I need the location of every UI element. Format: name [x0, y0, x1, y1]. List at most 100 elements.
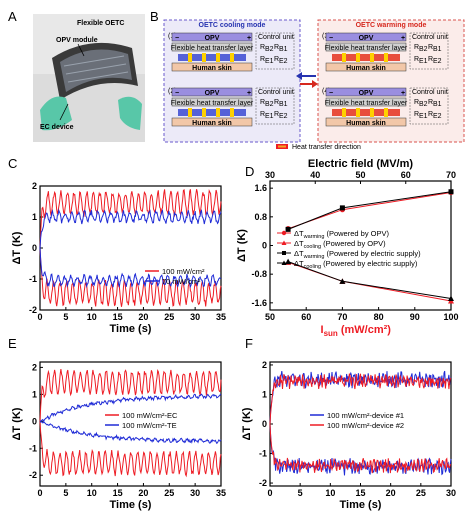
y-tick-label: 0: [32, 416, 37, 426]
skin-label: Human skin: [346, 65, 386, 72]
top-tick-label: 50: [355, 170, 365, 180]
heat-direction-legend: Heat transfer direction: [292, 144, 361, 151]
opv-label: OPV: [359, 35, 374, 42]
series-line-1: [39, 368, 222, 422]
y-tick-label: -1: [29, 443, 37, 453]
chart-d: 50 60 70 80 90 100 -1.6 -0.8 0 0.8 1.6 30 40 50 60 70 El…: [236, 158, 459, 338]
resistor-sub: B2: [265, 101, 274, 108]
legend-sub: cooling: [304, 264, 321, 270]
ec-element: [216, 53, 220, 62]
x-axis-label: Time (s): [340, 499, 382, 511]
x-tick-label: 70: [337, 312, 347, 322]
photo-title: Flexible OETC: [77, 20, 124, 27]
cooling-mode-title: OETC cooling mode: [199, 22, 266, 29]
ec-element: [370, 53, 374, 62]
panel-label-c: C: [8, 156, 17, 171]
plus-sign: +: [401, 90, 405, 97]
legend-marker: [281, 240, 287, 245]
heat-layer-bar: [325, 97, 407, 107]
ec-element: [370, 108, 374, 117]
chart-f: 0 5 10 15 20 25 30 -2 -1 0 1 2 Time (s) ΔT (K) 100 mW/…: [241, 360, 456, 511]
data-point: [339, 278, 346, 284]
ec-stack: [332, 109, 400, 116]
x-tick-label: 10: [325, 488, 335, 498]
series-line-3: [269, 373, 452, 425]
panel-label-e: E: [8, 336, 17, 351]
ec-element: [230, 53, 234, 62]
ec-element: [384, 108, 388, 117]
x-tick-label: 5: [63, 488, 68, 498]
series-line-4: [269, 423, 452, 474]
opv-label: OPV: [205, 35, 220, 42]
y-axis-label: ΔT (K): [11, 407, 23, 440]
heat-layer-bar: [171, 97, 253, 107]
resistor-sub: E1: [419, 113, 428, 120]
x-tick-label: 25: [416, 488, 426, 498]
control-unit-label: Control unit: [258, 89, 294, 96]
x-tick-label: 25: [164, 488, 174, 498]
opv-bar: [325, 32, 407, 42]
control-unit-label: Control unit: [258, 34, 294, 41]
control-unit-box: [409, 32, 449, 70]
ec-element: [356, 53, 360, 62]
resistor-sub: B1: [433, 46, 442, 53]
series-line-4: [39, 247, 222, 289]
x-tick-label: 90: [410, 312, 420, 322]
top-tick-label: 60: [401, 170, 411, 180]
x-tick-label: 20: [138, 488, 148, 498]
chart-c: 0 5 10 15 20 25 30 35 -2 -1 0 1 2 Time (s) ΔT (K) 100 m…: [11, 181, 226, 335]
heat-layer-label: Flexible heat transfer layer: [171, 100, 254, 107]
resistor-sub: B2: [419, 46, 428, 53]
y-tick-label: 1: [32, 212, 37, 222]
panel-label-b: B: [150, 9, 159, 24]
y-tick-label: 0: [262, 241, 267, 251]
legend-marker: [282, 251, 286, 255]
resistor-sub: E2: [433, 113, 442, 120]
data-point: [448, 295, 454, 302]
legend-label: 100 mW/cm²-device #2: [327, 421, 404, 430]
y-axis-label: ΔT (K): [241, 407, 253, 440]
x-tick-label: 5: [63, 312, 68, 322]
series-line-3: [39, 393, 222, 423]
x-tick-label: 15: [355, 488, 365, 498]
x-tick-label: 50: [265, 312, 275, 322]
x-tick-label: 10: [87, 488, 97, 498]
opv-label: OPV: [205, 90, 220, 97]
resistor-sub: E2: [433, 58, 442, 65]
photo-opv-pointer: [77, 43, 85, 57]
panel-label-d: D: [245, 164, 254, 179]
legend-suffix: (Powered by OPV): [324, 229, 389, 238]
top-tick-label: 40: [310, 170, 320, 180]
legend-suffix: (Powered by OPV): [321, 239, 386, 248]
y-tick-label: 0: [262, 419, 267, 429]
y-tick-label: -1: [29, 274, 37, 284]
resistor-label: R: [414, 99, 419, 106]
series-line-4: [39, 420, 222, 445]
series-line-2: [39, 247, 222, 307]
y-tick-label: 1: [32, 389, 37, 399]
x-tick-label: 15: [113, 488, 123, 498]
legend-label: 100 mW/cm²-TE: [122, 421, 177, 430]
series-line-3: [287, 191, 452, 230]
photo-opv-label: OPV module: [56, 37, 98, 44]
skin-label: Human skin: [192, 65, 232, 72]
minus-sign: −: [329, 90, 333, 97]
opv-bar: [171, 87, 253, 97]
x-tick-label: 60: [301, 312, 311, 322]
series-line-1: [287, 192, 452, 230]
minus-sign: −: [329, 35, 333, 42]
skin-bar: [171, 117, 253, 127]
opv-bar: [325, 87, 407, 97]
resistor-sub: B1: [279, 101, 288, 108]
ec-stack: [178, 54, 246, 61]
heat-layer-label: Flexible heat transfer layer: [325, 100, 408, 107]
legend-label: 100 mW/cm²-device #1: [327, 411, 404, 420]
ec-element: [342, 108, 346, 117]
ec-element: [202, 108, 206, 117]
skin-label: Human skin: [346, 120, 386, 127]
skin-bar: [325, 117, 407, 127]
ec-element: [188, 53, 192, 62]
resistor-label: R: [428, 56, 433, 63]
resistor-sub: E2: [279, 113, 288, 120]
y-tick-label: -2: [259, 478, 267, 488]
